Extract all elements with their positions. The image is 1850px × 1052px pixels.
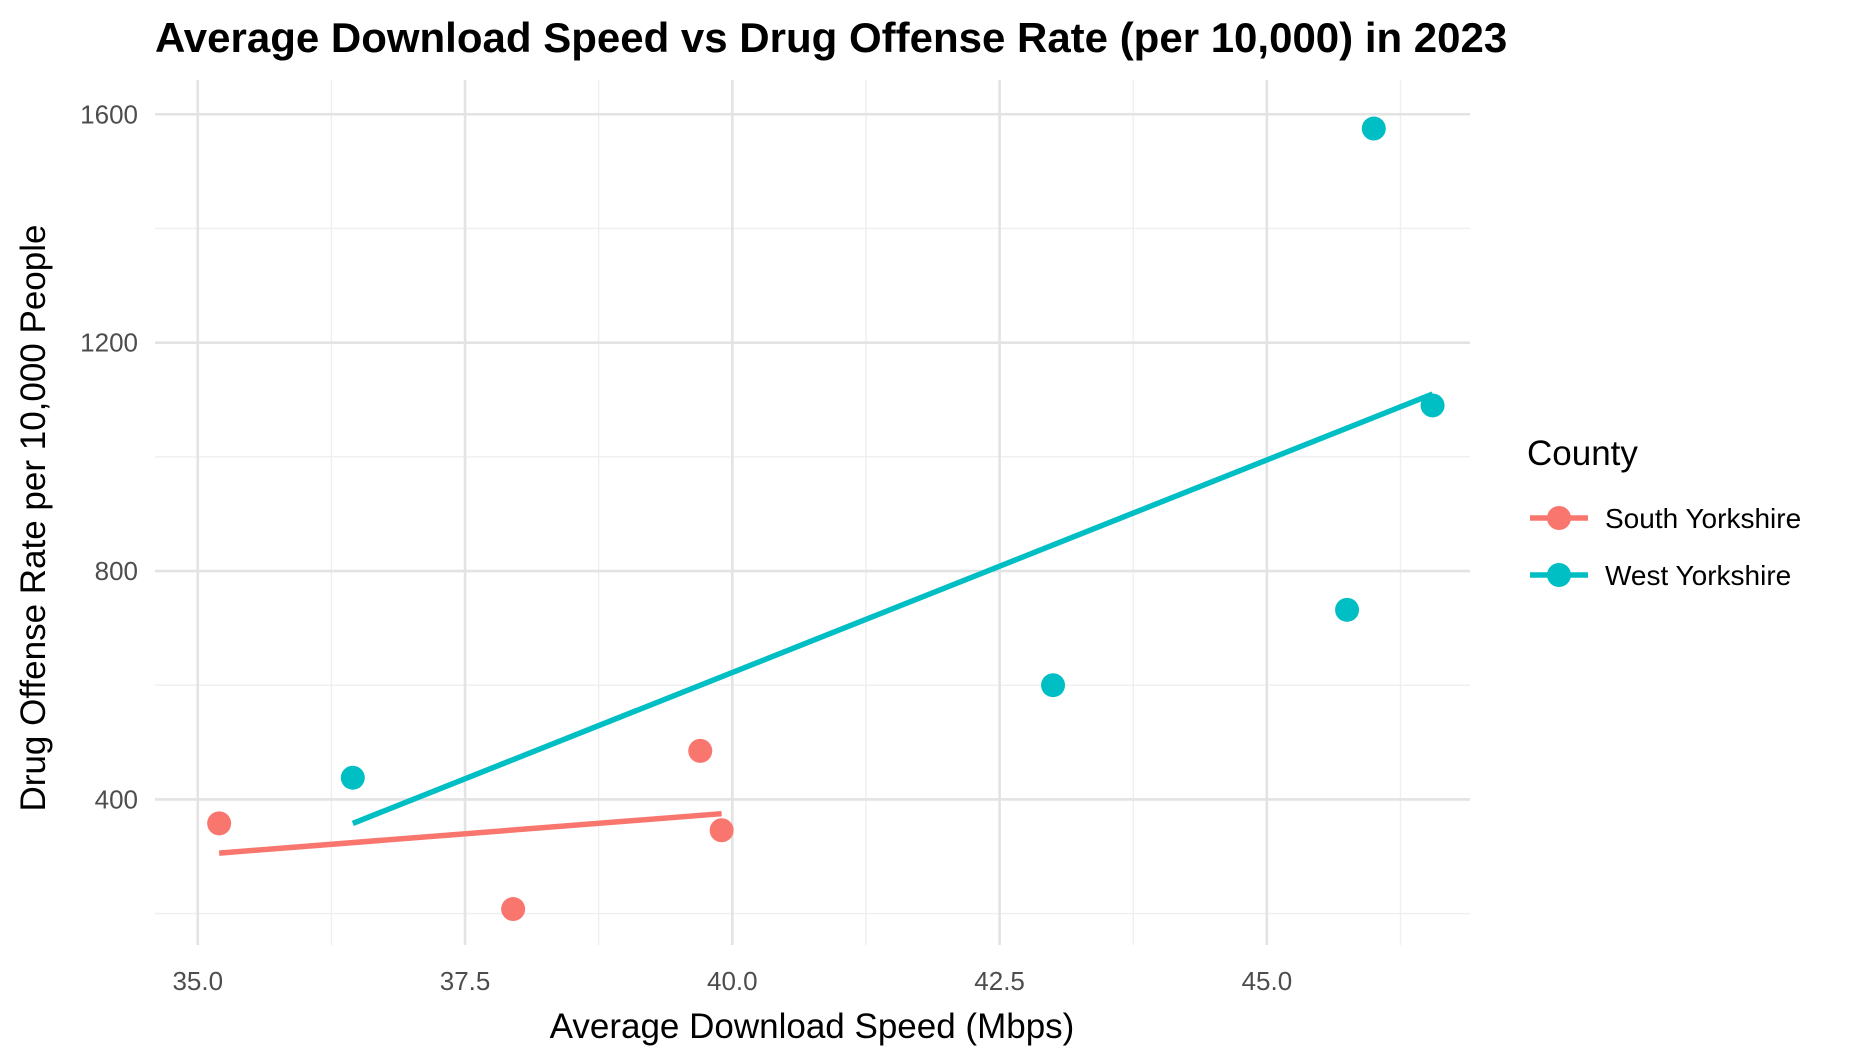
data-point (1361, 116, 1386, 141)
data-point (501, 897, 526, 922)
x-tick-label: 45.0 (1242, 966, 1293, 996)
x-tick-label: 42.5 (974, 966, 1025, 996)
trend-line (218, 810, 722, 856)
legend-items: South Yorkshire West Yorkshire (1530, 503, 1801, 591)
x-tick-labels: 35.0 37.5 40.0 42.5 45.0 (172, 966, 1292, 996)
x-tick-label: 40.0 (707, 966, 758, 996)
data-point (207, 811, 232, 836)
chart-title: Average Download Speed vs Drug Offense R… (155, 14, 1507, 61)
y-tick-labels: 400 800 1200 1600 (80, 99, 138, 814)
data-point (1041, 673, 1066, 698)
y-tick-label: 1200 (80, 328, 138, 358)
x-tick-label: 35.0 (172, 966, 223, 996)
y-axis-label: Drug Offense Rate per 10,000 People (14, 225, 53, 812)
grid (155, 80, 1470, 945)
trend-line (351, 391, 1434, 826)
legend-key-point (1547, 506, 1571, 530)
legend-key-point (1547, 563, 1571, 587)
data-point (688, 738, 713, 763)
legend: County South Yorkshire West Yorkshire (1527, 434, 1801, 591)
trend-lines (218, 391, 1434, 856)
legend-title: County (1527, 434, 1638, 473)
x-axis-label: Average Download Speed (Mbps) (550, 1007, 1075, 1046)
data-points (207, 116, 1445, 922)
x-tick-label: 37.5 (440, 966, 491, 996)
data-point (1335, 597, 1360, 622)
data-point (1420, 393, 1445, 418)
legend-label: South Yorkshire (1605, 503, 1801, 534)
y-tick-label: 400 (95, 784, 138, 814)
y-tick-label: 800 (95, 556, 138, 586)
data-point (340, 765, 365, 790)
data-point (709, 818, 734, 843)
legend-label: West Yorkshire (1605, 560, 1791, 591)
y-tick-label: 1600 (80, 99, 138, 129)
